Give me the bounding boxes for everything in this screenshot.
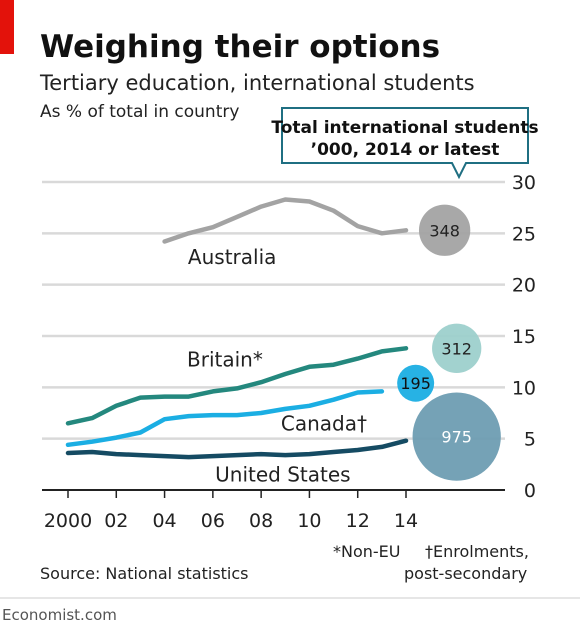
bubble-britain <box>432 323 482 373</box>
series-label: United States <box>215 463 350 487</box>
series-label: Australia <box>188 245 276 269</box>
accent-bar <box>0 0 14 54</box>
y-tick-label: 15 <box>512 326 536 348</box>
chart-subtitle: Tertiary education, international studen… <box>39 71 475 95</box>
y-tick-label: 25 <box>512 223 536 245</box>
x-tick-label: 02 <box>104 510 128 532</box>
x-tick-label: 06 <box>201 510 225 532</box>
bubble-label: 975 <box>441 428 472 447</box>
callout: Total international students ’000, 2014 … <box>271 107 539 180</box>
bubble-label: 195 <box>400 374 431 393</box>
bubble-australia <box>418 204 471 256</box>
y-axis: 0 5 10 15 20 25 30 <box>512 172 536 502</box>
y-tick-label: 10 <box>512 377 536 399</box>
x-axis: 2000 02 04 06 08 10 12 14 <box>44 490 418 532</box>
x-tick-label: 04 <box>152 510 176 532</box>
bubble-label: 312 <box>441 339 472 358</box>
y-tick-label: 0 <box>524 480 536 502</box>
y-tick-label: 5 <box>524 429 536 451</box>
series-line-canada <box>65 389 385 448</box>
x-tick-label: 12 <box>346 510 370 532</box>
chart-title: Weighing their options <box>40 29 440 65</box>
callout-box <box>281 107 529 180</box>
x-tick-label: 08 <box>249 510 273 532</box>
bubble-label: 348 <box>429 221 460 240</box>
footnote-enrolments-2: post-secondary <box>404 564 527 583</box>
series-lines <box>65 197 409 460</box>
series-line-united-states <box>65 438 409 460</box>
series-labels: Australia Britain* Canada† United States <box>187 245 367 487</box>
series-line-australia <box>162 197 409 244</box>
series-label: Canada† <box>281 411 367 435</box>
callout-line-2: ’000, 2014 or latest <box>311 140 500 160</box>
source-note: Source: National statistics <box>40 564 249 583</box>
footnote-non-eu: *Non-EU <box>333 542 401 561</box>
bubble-canada <box>397 364 435 402</box>
y-tick-label: 20 <box>512 275 536 297</box>
x-tick-label: 10 <box>297 510 321 532</box>
callout-line-1: Total international students <box>271 118 538 138</box>
footnote-enrolments-1: †Enrolments, <box>425 542 529 561</box>
x-tick-label: 2000 <box>44 510 92 532</box>
series-line-britain <box>65 346 409 426</box>
brand-label: Economist.com <box>2 606 117 624</box>
unit-label: As % of total in country <box>40 102 239 122</box>
series-label: Britain* <box>187 348 263 372</box>
x-tick-label: 14 <box>394 510 418 532</box>
y-tick-label: 30 <box>512 172 536 194</box>
bubbles: 348 312 195 975 <box>397 204 501 481</box>
bubble-united-states <box>412 392 501 481</box>
